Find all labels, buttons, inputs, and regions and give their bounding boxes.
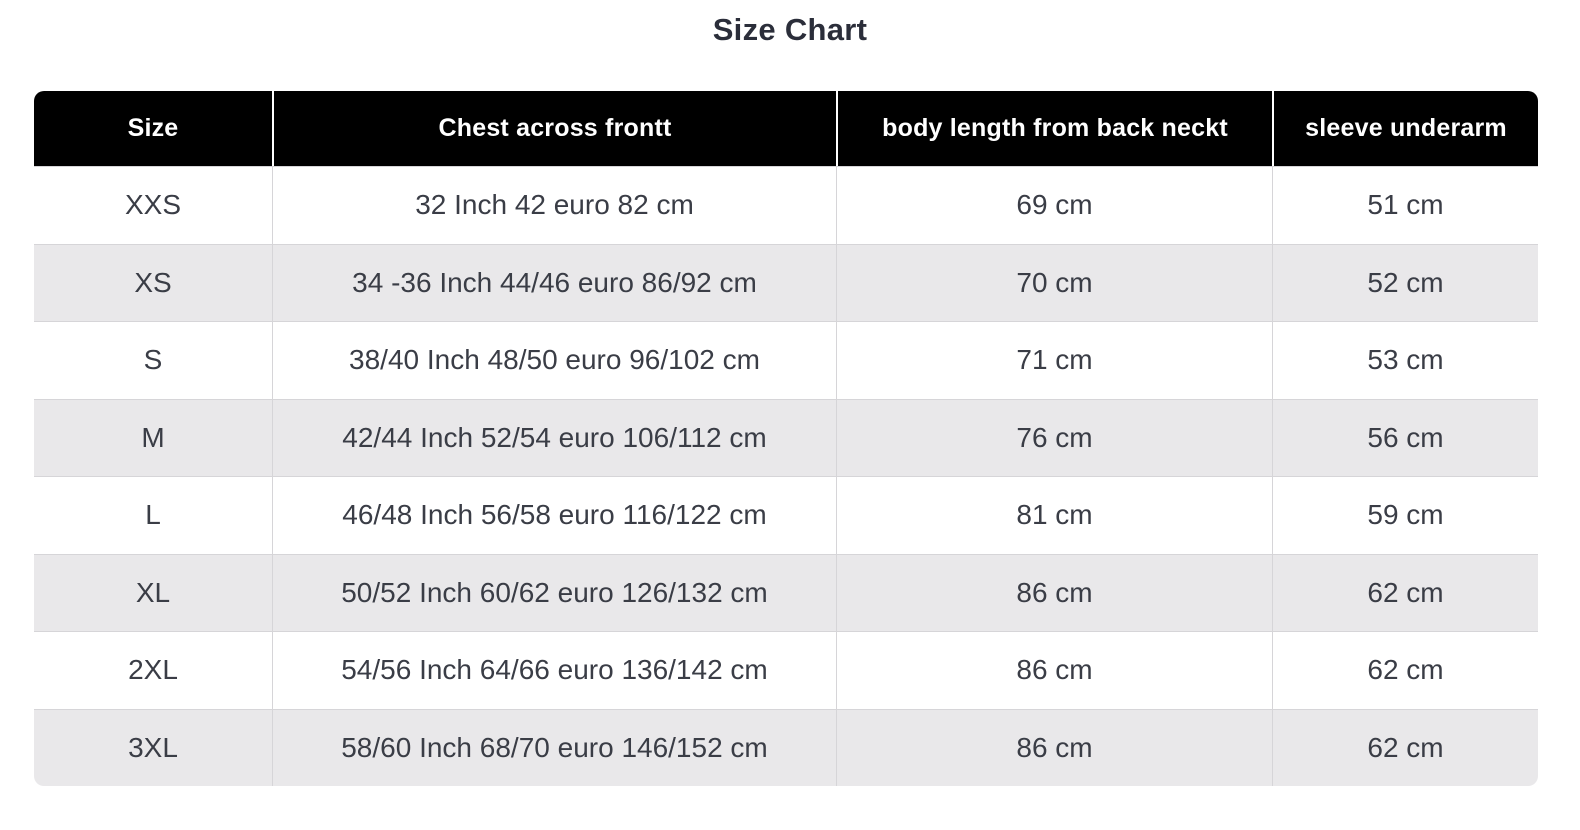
table-cell: 86 cm (836, 554, 1272, 631)
column-header-body-length-from-back-neckt: body length from back neckt (836, 91, 1272, 166)
table-cell: 52 cm (1272, 244, 1538, 321)
table-cell: 62 cm (1272, 709, 1538, 786)
page-title: Size Chart (712, 12, 868, 47)
table-cell: 51 cm (1272, 167, 1538, 244)
table-row-s: S 38/40 Inch 48/50 euro 96/102 cm 71 cm 53 … (34, 321, 1538, 399)
table-row-2xl: 2XL 54/56 Inch 64/66 euro 136/142 cm 86 cm… (34, 631, 1538, 709)
column-header-chest-across-frontt: Chest across frontt (272, 91, 836, 166)
table-row-xl: XL 50/52 Inch 60/62 euro 126/132 cm 86 cm 6… (34, 553, 1538, 631)
table-cell: 56 cm (1272, 399, 1538, 476)
table-cell: 81 cm (836, 477, 1272, 554)
column-header-sleeve-underarm: sleeve underarm (1272, 91, 1538, 166)
table-cell: 50/52 Inch 60/62 euro 126/132 cm (272, 554, 836, 631)
table-cell: 86 cm (836, 632, 1272, 709)
table-cell: 46/48 Inch 56/58 euro 116/122 cm (272, 477, 836, 554)
table-cell: 76 cm (836, 399, 1272, 476)
table-cell: 53 cm (1272, 322, 1538, 399)
table-cell: 62 cm (1272, 632, 1538, 709)
table-cell: 69 cm (836, 167, 1272, 244)
table-row-3xl: 3XL 58/60 Inch 68/70 euro 146/152 cm 86 cm… (34, 708, 1538, 786)
size-chart-table: Size Chest across frontt body length from … (34, 91, 1538, 786)
table-cell: 86 cm (836, 709, 1272, 786)
table-row-m: M 42/44 Inch 52/54 euro 106/112 cm 76 cm 56… (34, 398, 1538, 476)
size-label: 3XL (128, 731, 178, 763)
table-cell: 34 -36 Inch 44/46 euro 86/92 cm (272, 244, 836, 321)
table-row-l: L 46/48 Inch 56/58 euro 116/122 cm 81 cm 59… (34, 476, 1538, 554)
table-cell: 71 cm (836, 322, 1272, 399)
size-label: XL (135, 576, 171, 608)
size-label: XXS (124, 189, 182, 221)
table-cell: 58/60 Inch 68/70 euro 146/152 cm (272, 709, 836, 786)
table-cell: 38/40 Inch 48/50 euro 96/102 cm (272, 322, 836, 399)
table-cell: 62 cm (1272, 554, 1538, 631)
table-header-row: Size Chest across frontt body length from … (34, 91, 1538, 166)
size-label: M (141, 421, 165, 453)
size-label: XS (134, 266, 172, 298)
table-row-xs: XS 34 -36 Inch 44/46 euro 86/92 cm 70 cm 52… (34, 243, 1538, 321)
table-cell: 54/56 Inch 64/66 euro 136/142 cm (272, 632, 836, 709)
table-cell: 70 cm (836, 244, 1272, 321)
table-cell: 42/44 Inch 52/54 euro 106/112 cm (272, 399, 836, 476)
table-cell: 32 Inch 42 euro 82 cm (272, 167, 836, 244)
size-label: S (143, 344, 163, 376)
size-label: L (145, 499, 161, 531)
column-header-size: Size (127, 114, 179, 142)
size-label: 2XL (128, 654, 178, 686)
table-row-xxs: XXS 32 Inch 42 euro 82 cm 69 cm 51 cm (34, 166, 1538, 244)
table-cell: 59 cm (1272, 477, 1538, 554)
table-body: XXS 32 Inch 42 euro 82 cm 69 cm 51 cm XS 34 -… (34, 166, 1538, 786)
